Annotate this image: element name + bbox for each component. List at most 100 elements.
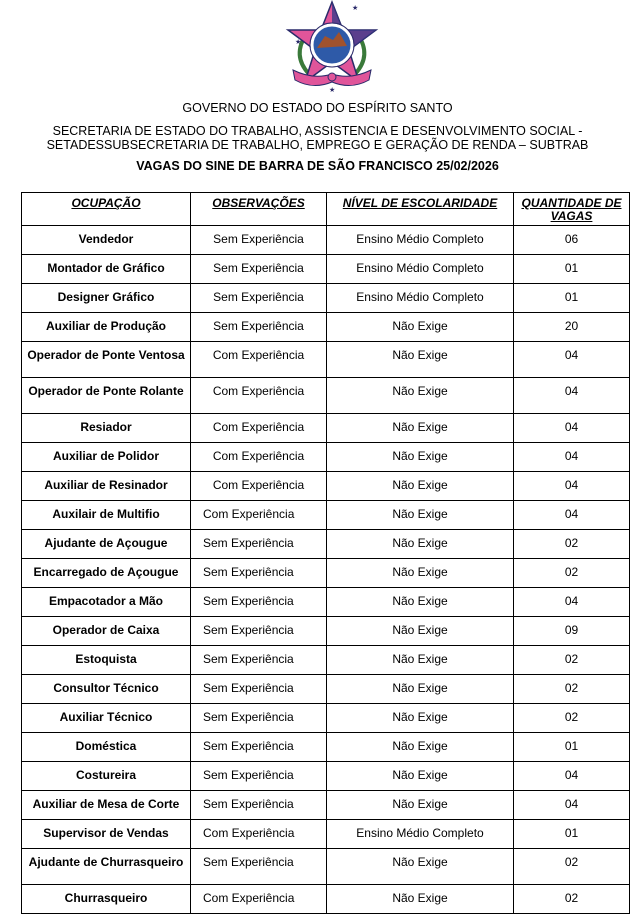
secretariat-line-2: SETADESSUBSECRETARIA DE TRABALHO, EMPREG… <box>46 138 589 152</box>
observation-cell: Com Experiência <box>190 471 327 501</box>
occupation-cell: Consultor Técnico <box>21 674 191 704</box>
svg-text:★: ★ <box>295 38 301 46</box>
occupation-cell: Auxiliar de Mesa de Corte <box>21 790 191 820</box>
vacancies-cell: 01 <box>513 283 630 313</box>
observation-cell: Com Experiência <box>190 341 327 378</box>
column-header-observations: OBSERVAÇÕES <box>190 192 327 226</box>
table-row: Auxiliar de Polidor Com Experiência Não Ex… <box>21 442 630 472</box>
observation-cell: Sem Experiência <box>190 790 327 820</box>
occupation-cell: Churrasqueiro <box>21 884 191 914</box>
table-row: Auxilair de Multifio Com Experiência Não E… <box>21 500 630 530</box>
occupation-cell: Costureira <box>21 761 191 791</box>
occupation-cell: Designer Gráfico <box>21 283 191 313</box>
svg-text:★: ★ <box>329 86 335 92</box>
observation-cell: Com Experiência <box>190 884 327 914</box>
education-cell: Não Exige <box>326 312 514 342</box>
table-row: Operador de Ponte Rolante Com Experiência… <box>21 377 630 414</box>
table-row: Auxiliar de Mesa de Corte Sem Experiência… <box>21 790 630 820</box>
observation-cell: Com Experiência <box>190 377 327 414</box>
education-cell: Não Exige <box>326 703 514 733</box>
vacancies-cell: 04 <box>513 587 630 617</box>
occupation-cell: Operador de Ponte Rolante <box>21 377 191 414</box>
observation-cell: Sem Experiência <box>190 732 327 762</box>
vacancies-cell: 04 <box>513 341 630 378</box>
table-row: Resiador Com Experiência Não Exige 04 <box>21 413 630 443</box>
table-row: Vendedor Sem Experiência Ensino Médio Comp… <box>21 225 630 255</box>
observation-cell: Sem Experiência <box>190 587 327 617</box>
education-cell: Não Exige <box>326 341 514 378</box>
vacancies-cell: 04 <box>513 500 630 530</box>
table-row: Costureira Sem Experiência Não Exige 04 <box>21 761 630 791</box>
vacancies-cell: 01 <box>513 254 630 284</box>
table-row: Churrasqueiro Com Experiência Não Exige 02 <box>21 884 630 914</box>
occupation-cell: Estoquista <box>21 645 191 675</box>
table-row: Auxiliar de Produção Sem Experiência Não E… <box>21 312 630 342</box>
observation-cell: Sem Experiência <box>190 674 327 704</box>
vacancies-cell: 04 <box>513 413 630 443</box>
occupation-cell: Auxiliar de Polidor <box>21 442 191 472</box>
observation-cell: Sem Experiência <box>190 616 327 646</box>
observation-cell: Com Experiência <box>190 500 327 530</box>
education-cell: Ensino Médio Completo <box>326 819 514 849</box>
education-cell: Ensino Médio Completo <box>326 225 514 255</box>
table-row: Supervisor de Vendas Com Experiência Ensin… <box>21 819 630 849</box>
education-cell: Não Exige <box>326 587 514 617</box>
column-header-education: NÍVEL DE ESCOLARIDADE <box>326 192 514 226</box>
education-cell: Não Exige <box>326 848 514 885</box>
education-cell: Não Exige <box>326 761 514 791</box>
table-row: Ajudante de Açougue Sem Experiência Não Ex… <box>21 529 630 559</box>
table-row: Auxiliar de Resinador Com Experiência Não … <box>21 471 630 501</box>
occupation-cell: Vendedor <box>21 225 191 255</box>
vacancies-cell: 04 <box>513 442 630 472</box>
observation-cell: Sem Experiência <box>190 703 327 733</box>
table-row: Operador de Caixa Sem Experiência Não Exig… <box>21 616 630 646</box>
column-header-vacancies: QUANTIDADE DE VAGAS <box>513 192 630 226</box>
vacancies-cell: 01 <box>513 819 630 849</box>
education-cell: Não Exige <box>326 442 514 472</box>
observation-cell: Sem Experiência <box>190 848 327 885</box>
observation-cell: Sem Experiência <box>190 558 327 588</box>
vacancies-cell: 09 <box>513 616 630 646</box>
table-row: Ajudante de Churrasqueiro Sem Experiência… <box>21 848 630 885</box>
education-cell: Não Exige <box>326 413 514 443</box>
occupation-cell: Auxiliar de Resinador <box>21 471 191 501</box>
vacancies-cell: 02 <box>513 529 630 559</box>
education-cell: Não Exige <box>326 645 514 675</box>
education-cell: Não Exige <box>326 790 514 820</box>
vacancies-cell: 04 <box>513 377 630 414</box>
occupation-cell: Encarregado de Açougue <box>21 558 191 588</box>
vacancies-cell: 02 <box>513 848 630 885</box>
occupation-cell: Operador de Ponte Ventosa <box>21 341 191 378</box>
occupation-cell: Ajudante de Açougue <box>21 529 191 559</box>
occupation-cell: Auxiliar Técnico <box>21 703 191 733</box>
table-row: Doméstica Sem Experiência Não Exige 01 <box>21 732 630 762</box>
table-row: Designer Gráfico Sem Experiência Ensino Mé… <box>21 283 630 313</box>
education-cell: Não Exige <box>326 529 514 559</box>
observation-cell: Sem Experiência <box>190 529 327 559</box>
education-cell: Não Exige <box>326 674 514 704</box>
observation-cell: Sem Experiência <box>190 312 327 342</box>
vacancies-cell: 02 <box>513 674 630 704</box>
job-vacancies-table: OCUPAÇÃO OBSERVAÇÕES NÍVEL DE ESCOLARIDA… <box>21 192 630 914</box>
vacancies-cell: 02 <box>513 703 630 733</box>
observation-cell: Com Experiência <box>190 819 327 849</box>
vacancies-cell: 01 <box>513 732 630 762</box>
coat-of-arms-emblem: ★ ★ ★ <box>285 0 379 92</box>
vacancies-cell: 02 <box>513 558 630 588</box>
vacancies-cell: 02 <box>513 884 630 914</box>
education-cell: Não Exige <box>326 558 514 588</box>
occupation-cell: Auxiliar de Produção <box>21 312 191 342</box>
observation-cell: Sem Experiência <box>190 254 327 284</box>
observation-cell: Com Experiência <box>190 442 327 472</box>
occupation-cell: Resiador <box>21 413 191 443</box>
occupation-cell: Montador de Gráfico <box>21 254 191 284</box>
occupation-cell: Ajudante de Churrasqueiro <box>21 848 191 885</box>
government-heading: GOVERNO DO ESTADO DO ESPÍRITO SANTO <box>182 101 453 115</box>
table-row: Estoquista Sem Experiência Não Exige 02 <box>21 645 630 675</box>
education-cell: Não Exige <box>326 884 514 914</box>
table-row: Auxiliar Técnico Sem Experiência Não Exige… <box>21 703 630 733</box>
vacancies-cell: 20 <box>513 312 630 342</box>
vacancies-cell: 04 <box>513 761 630 791</box>
education-cell: Não Exige <box>326 500 514 530</box>
observation-cell: Sem Experiência <box>190 645 327 675</box>
